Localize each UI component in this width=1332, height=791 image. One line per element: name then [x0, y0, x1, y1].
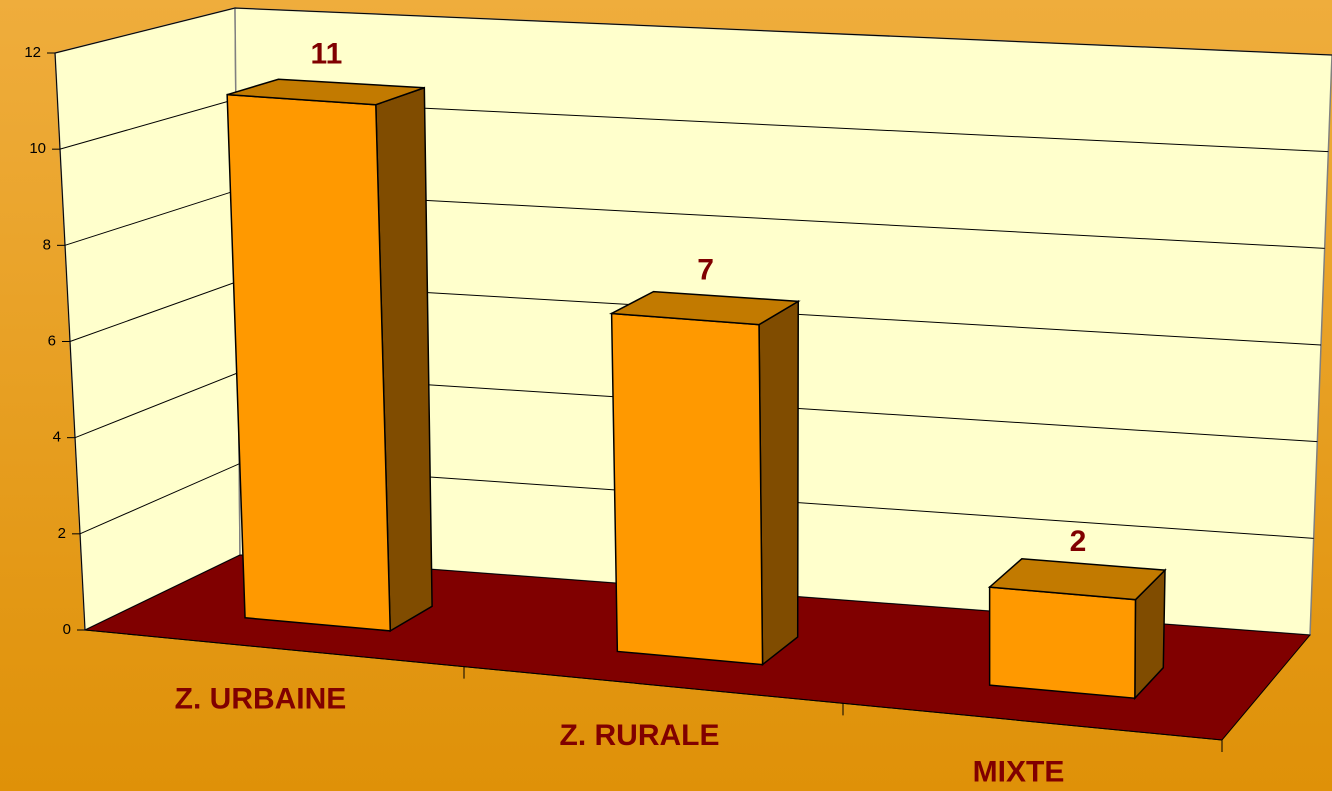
value-label: 2 [1070, 525, 1087, 558]
y-tick-label: 0 [63, 621, 71, 638]
bar-front [226, 93, 392, 632]
x-tick-label: MIXTE [973, 756, 1065, 789]
y-tick-label: 2 [58, 525, 66, 542]
bar-front [610, 312, 764, 666]
bar-front [988, 586, 1137, 700]
y-tick-label: 12 [24, 44, 41, 61]
left-wall [54, 7, 241, 632]
bar-top [987, 558, 1167, 601]
x-tick-label: Z. RURALE [560, 719, 720, 752]
y-tick-label: 4 [53, 429, 61, 446]
bar-top [608, 290, 801, 326]
x-tick-label: Z. URBAINE [175, 682, 347, 715]
bar-side [758, 300, 799, 667]
y-tick-label: 8 [43, 236, 51, 253]
x-axis [84, 629, 1223, 741]
y-axis [54, 52, 86, 631]
y-tick-label: 6 [48, 332, 56, 349]
y-tick-label: 10 [29, 140, 46, 157]
bar-top [226, 78, 425, 106]
value-label: 11 [311, 38, 343, 71]
grid-line [54, 7, 1332, 56]
value-label: 7 [697, 254, 714, 287]
